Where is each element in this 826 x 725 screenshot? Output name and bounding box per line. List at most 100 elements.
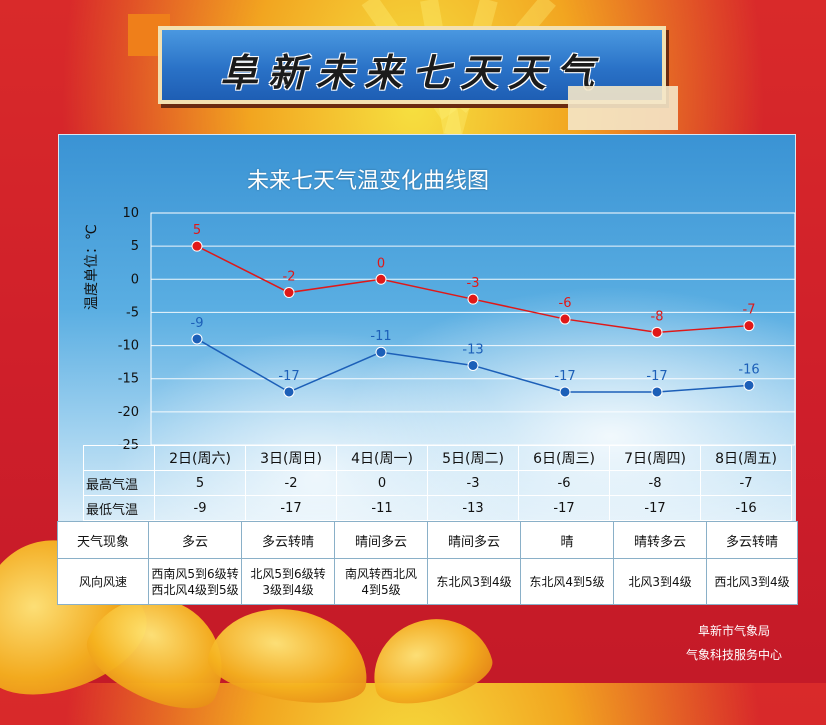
- data-label: 0: [377, 256, 385, 271]
- low-temp-cell: -9: [154, 495, 246, 521]
- low-temp-cell: -17: [518, 495, 610, 521]
- data-label: -7: [743, 303, 756, 318]
- data-label: -13: [462, 342, 483, 357]
- wind-line: 4到5级: [361, 582, 401, 597]
- date-cell: 2日(周六): [154, 445, 246, 471]
- y-tick-label: -10: [118, 339, 139, 354]
- date-cell: 5日(周二): [427, 445, 519, 471]
- y-tick-label: 0: [131, 272, 139, 287]
- data-point: [375, 273, 387, 285]
- wind-cell: 北风3到4级: [613, 558, 707, 605]
- lily-flower-icon: [361, 605, 499, 715]
- data-point: [651, 386, 663, 398]
- y-tick-label: -5: [126, 305, 139, 320]
- high-temp-cell: 0: [336, 470, 428, 496]
- low-temp-cell: -17: [245, 495, 337, 521]
- wind-line: 3级到4级: [262, 582, 314, 597]
- date-row: 2日(周六) 3日(周日) 4日(周一) 5日(周二) 6日(周三) 7日(周四…: [83, 445, 792, 471]
- data-point: [467, 293, 479, 305]
- wind-cell: 西南风5到6级转 西北风4级到5级: [148, 558, 242, 605]
- weather-cell: 晴间多云: [334, 521, 428, 559]
- decorative-square: [568, 86, 678, 130]
- chart-title: 未来七天气温变化曲线图: [247, 169, 490, 194]
- low-temp-cell: -16: [700, 495, 792, 521]
- data-label: -2: [283, 270, 296, 285]
- wind-line: 北风3到4级: [628, 574, 692, 589]
- y-tick-label: 5: [131, 239, 139, 254]
- high-temp-cell: 5: [154, 470, 246, 496]
- wind-label: 风向风速: [57, 558, 149, 605]
- wind-row: 风向风速 西南风5到6级转 西北风4级到5级 北风5到6级转 3级到4级 南风转西北…: [57, 558, 798, 605]
- high-temp-cell: -2: [245, 470, 337, 496]
- date-cell: 7日(周四): [609, 445, 701, 471]
- data-point: [283, 287, 295, 299]
- wind-line: 西南风5到6级转: [151, 566, 239, 581]
- date-cell: 6日(周三): [518, 445, 610, 471]
- weather-info-table: 天气现象 多云 多云转晴 晴间多云 晴间多云 晴 晴转多云 多云转晴 风向风速 …: [57, 521, 798, 605]
- data-point: [559, 386, 571, 398]
- data-point: [651, 326, 663, 338]
- data-point: [375, 346, 387, 358]
- wind-cell: 东北风3到4级: [427, 558, 521, 605]
- data-point: [191, 333, 203, 345]
- y-tick-label: 10: [122, 206, 139, 221]
- weather-label: 天气现象: [57, 521, 149, 559]
- y-tick-label: -20: [118, 405, 139, 420]
- date-cell: 3日(周日): [245, 445, 337, 471]
- low-temp-cell: -11: [336, 495, 428, 521]
- forecast-panel: 未来七天气温变化曲线图 温度单位：℃ 10 5 0 -5 -10 -15 -20 -25 5 -2…: [58, 134, 796, 522]
- footer-org: 阜新市气象局: [697, 624, 770, 638]
- high-temp-label: 最高气温: [83, 470, 155, 496]
- wind-cell: 北风5到6级转 3级到4级: [241, 558, 335, 605]
- data-point: [743, 379, 755, 391]
- wind-line: 东北风4到5级: [529, 574, 605, 589]
- high-temp-cell: -7: [700, 470, 792, 496]
- data-label: -9: [191, 316, 204, 331]
- data-label: -8: [651, 309, 664, 324]
- wind-line: 东北风3到4级: [436, 574, 512, 589]
- high-temp-cell: -3: [427, 470, 519, 496]
- data-point: [743, 320, 755, 332]
- wind-cell: 西北风3到4级: [706, 558, 798, 605]
- data-point: [467, 359, 479, 371]
- wind-cell: 南风转西北风 4到5级: [334, 558, 428, 605]
- low-temp-row: 最低气温 -9 -17 -11 -13 -17 -17 -16: [83, 495, 792, 521]
- data-label: -17: [554, 369, 575, 384]
- wind-line: 南风转西北风: [344, 566, 417, 581]
- data-label: -17: [278, 369, 299, 384]
- corner-cell: [83, 445, 155, 471]
- weather-cell: 晴间多云: [427, 521, 521, 559]
- wind-line: 北风5到6级转: [250, 566, 326, 581]
- y-tick-label: -15: [118, 372, 139, 387]
- data-label: -17: [646, 369, 667, 384]
- title-banner: 阜新未来七天天气: [158, 26, 666, 104]
- data-label: 5: [193, 223, 201, 238]
- temperature-table: 2日(周六) 3日(周日) 4日(周一) 5日(周二) 6日(周三) 7日(周四…: [83, 445, 792, 521]
- high-temp-cell: -6: [518, 470, 610, 496]
- weather-cell: 多云转晴: [706, 521, 798, 559]
- wind-cell: 东北风4到5级: [520, 558, 614, 605]
- data-label: -6: [559, 296, 572, 311]
- low-temp-label: 最低气温: [83, 495, 155, 521]
- data-point: [283, 386, 295, 398]
- wind-line: 西北风4级到5级: [151, 582, 239, 597]
- weather-cell: 多云转晴: [241, 521, 335, 559]
- wind-line: 西北风3到4级: [714, 574, 790, 589]
- weather-row: 天气现象 多云 多云转晴 晴间多云 晴间多云 晴 晴转多云 多云转晴: [57, 521, 798, 559]
- page-title: 阜新未来七天天气: [219, 50, 604, 95]
- date-cell: 8日(周五): [700, 445, 792, 471]
- date-cell: 4日(周一): [336, 445, 428, 471]
- high-temp-row: 最高气温 5 -2 0 -3 -6 -8 -7: [83, 470, 792, 496]
- weather-cell: 晴: [520, 521, 614, 559]
- low-temp-cell: -17: [609, 495, 701, 521]
- data-label: -16: [738, 362, 759, 377]
- weather-cell: 晴转多云: [613, 521, 707, 559]
- weather-cell: 多云: [148, 521, 242, 559]
- data-point: [559, 313, 571, 325]
- lily-flower-icon: [203, 596, 377, 714]
- low-temp-cell: -13: [427, 495, 519, 521]
- data-point: [191, 240, 203, 252]
- footer-dept: 气象科技服务中心: [685, 648, 782, 662]
- high-temp-cell: -8: [609, 470, 701, 496]
